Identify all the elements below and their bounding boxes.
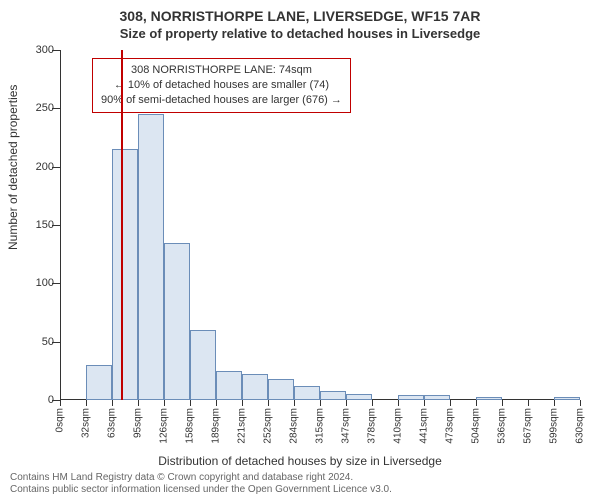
histogram-bar [86,365,112,400]
histogram-bar [216,371,242,400]
footer-line-1: Contains HM Land Registry data © Crown c… [10,472,392,484]
footer-line-2: Contains public sector information licen… [10,484,392,496]
x-tick-label: 32sqm [81,408,92,438]
x-tick-label: 252sqm [263,408,274,444]
x-tick-label: 126sqm [159,408,170,444]
x-tick-label: 158sqm [185,408,196,444]
x-tick-label: 410sqm [393,408,404,444]
x-tick-label: 441sqm [419,408,430,444]
plot-area: 308 NORRISTHORPE LANE: 74sqm ← 10% of de… [60,50,580,400]
x-tick-label: 189sqm [211,408,222,444]
x-tick-label: 284sqm [289,408,300,444]
annotation-line-2: ← 10% of detached houses are smaller (74… [101,78,342,93]
x-tick-label: 599sqm [549,408,560,444]
x-tick-label: 315sqm [315,408,326,444]
y-tick-label: 150 [18,219,54,231]
y-tick-label: 0 [18,394,54,406]
y-tick-label: 200 [18,161,54,173]
x-tick-label: 630sqm [575,408,586,444]
x-tick-label: 473sqm [445,408,456,444]
annotation-line-3: 90% of semi-detached houses are larger (… [101,93,342,108]
chart-root: 308, NORRISTHORPE LANE, LIVERSEDGE, WF15… [0,0,600,500]
y-tick-label: 250 [18,102,54,114]
x-tick-label: 63sqm [107,408,118,438]
x-tick [580,400,581,406]
x-tick-label: 504sqm [471,408,482,444]
histogram-bar [112,149,138,400]
x-tick-label: 536sqm [497,408,508,444]
x-axis-label: Distribution of detached houses by size … [0,454,600,468]
x-tick-label: 95sqm [133,408,144,438]
page-subtitle: Size of property relative to detached ho… [0,26,600,41]
y-tick-label: 100 [18,277,54,289]
x-tick-label: 0sqm [55,408,66,432]
x-tick-label: 347sqm [341,408,352,444]
histogram-bar [190,330,216,400]
marker-line [121,50,123,400]
x-tick-labels-container: 0sqm32sqm63sqm95sqm126sqm158sqm189sqm221… [60,400,580,450]
x-tick-label: 567sqm [523,408,534,444]
y-tick-label: 300 [18,44,54,56]
histogram-bar [320,391,346,400]
histogram-bar [138,114,164,400]
y-axis-line [60,50,61,400]
annotation-line-1: 308 NORRISTHORPE LANE: 74sqm [101,63,342,78]
histogram-bar [164,243,190,401]
x-tick-label: 221sqm [237,408,248,444]
histogram-bar [294,386,320,400]
histogram-bar [268,379,294,400]
histogram-bar [242,374,268,400]
x-tick-label: 378sqm [367,408,378,444]
annotation-box: 308 NORRISTHORPE LANE: 74sqm ← 10% of de… [92,58,351,113]
y-tick-label: 50 [18,336,54,348]
footer: Contains HM Land Registry data © Crown c… [10,472,392,496]
page-title: 308, NORRISTHORPE LANE, LIVERSEDGE, WF15… [0,8,600,24]
